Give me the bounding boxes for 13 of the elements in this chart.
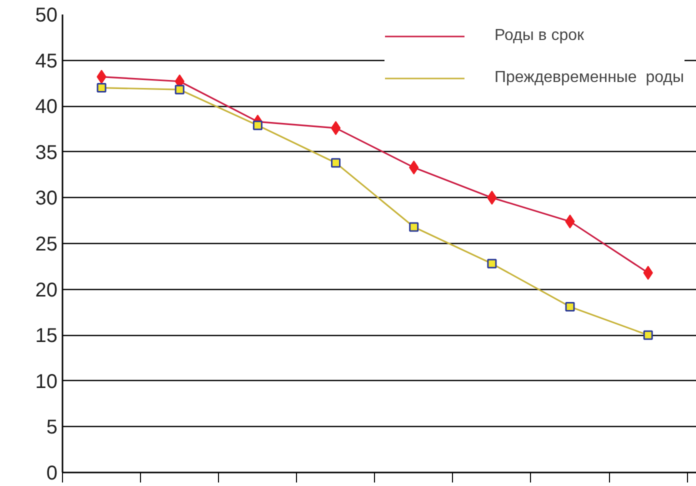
y-tick-label: 25 — [35, 234, 58, 256]
y-tick-label: 5 — [46, 416, 58, 439]
y-tick-label: 35 — [35, 142, 58, 164]
y-tick-label: 40 — [35, 96, 58, 118]
y-tick-label: 20 — [35, 279, 58, 302]
y-tick-label: 45 — [35, 50, 58, 72]
y-tick-label: 10 — [35, 370, 58, 393]
legend-label: Роды в срок — [494, 27, 584, 45]
y-tick-label: 30 — [35, 188, 58, 210]
y-tick-label: 50 — [35, 4, 58, 26]
legend-label: Преждевременные роды — [494, 69, 684, 87]
y-tick-label: 15 — [35, 325, 58, 348]
y-tick-label: 0 — [46, 462, 58, 484]
